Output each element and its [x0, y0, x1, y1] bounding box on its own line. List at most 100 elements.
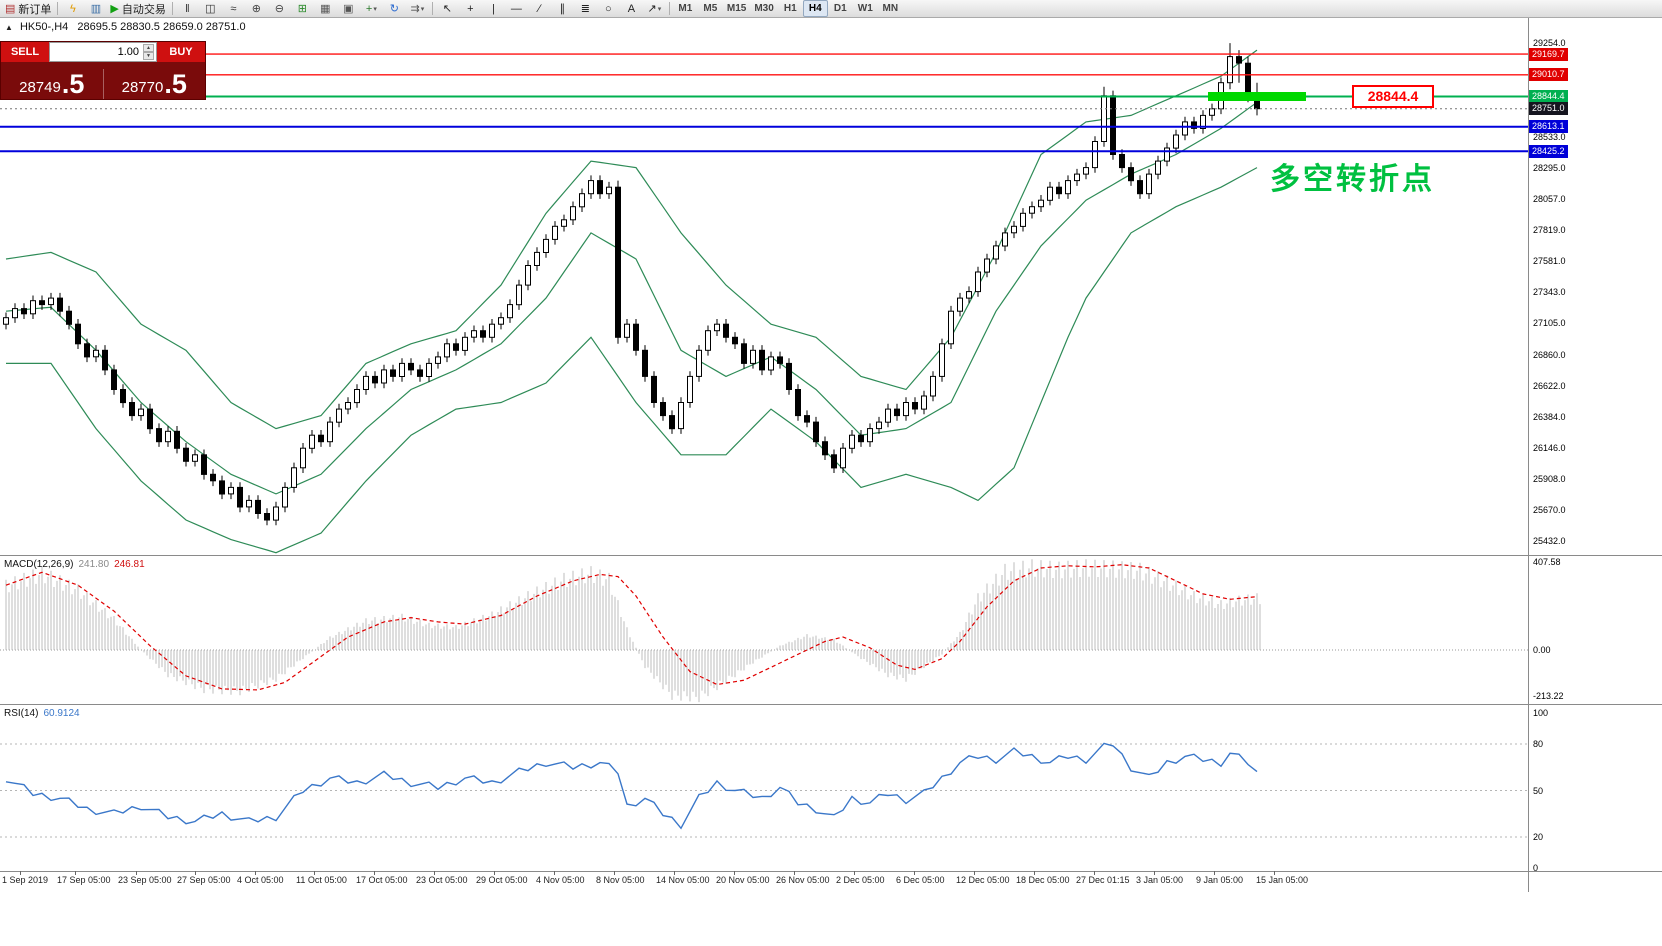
trendline-icon[interactable]: ∕: [528, 0, 551, 18]
timeframe-mn-button[interactable]: MN: [882, 3, 899, 14]
vertical-line-icon-glyph: |: [491, 2, 495, 15]
timeframe-m1-button[interactable]: M1: [678, 3, 693, 14]
line-chart-mode-icon[interactable]: ≈: [222, 0, 245, 18]
time-axis-tick: [1094, 871, 1095, 875]
rsi-axis-label: 100: [1533, 708, 1549, 718]
new-order-button[interactable]: ▤ 新订单: [2, 0, 54, 18]
chevron-down-icon[interactable]: ▾: [420, 5, 425, 13]
buy-price[interactable]: 28770.5: [104, 69, 206, 99]
rsi-value: 60.9124: [43, 708, 80, 719]
time-axis-label: 29 Oct 05:00: [476, 875, 528, 885]
price-axis-label: 25908.0: [1533, 474, 1566, 485]
time-axis-separator: [0, 871, 1662, 872]
price-axis-label: 25432.0: [1533, 536, 1566, 547]
zoom-in-icon[interactable]: ⊕: [245, 0, 268, 18]
chart-shift-button[interactable]: ⇉ ▾: [406, 0, 429, 18]
text-label-icon[interactable]: A: [620, 0, 643, 18]
candlestick-mode-icon[interactable]: ◫: [199, 0, 222, 18]
rsi-label: RSI(14) 60.9124: [4, 708, 80, 719]
volume-up-icon[interactable]: ▲: [143, 44, 154, 52]
horizontal-line-icon[interactable]: —: [505, 0, 528, 18]
auto-trading-glyph: ▶: [110, 2, 119, 15]
time-axis-tick: [136, 871, 137, 875]
new-chart-button[interactable]: + ▾: [360, 0, 383, 18]
timeframe-h1-button[interactable]: H1: [783, 3, 797, 14]
time-axis-label: 11 Oct 05:00: [296, 875, 347, 885]
toolbar-separator: [431, 2, 433, 15]
panel-separator[interactable]: [0, 704, 1662, 705]
price-axis-chip-green: 28844.4: [1529, 90, 1568, 104]
price-axis-label: 26860.0: [1533, 350, 1566, 361]
chevron-down-icon[interactable]: ▾: [373, 5, 377, 13]
crosshair-icon[interactable]: +: [459, 0, 482, 18]
timeframe-m5-button[interactable]: M5: [703, 3, 718, 14]
time-axis-tick: [1034, 871, 1035, 875]
cascade-windows-icon-glyph: ▦: [320, 2, 331, 15]
timeframe-m30-button[interactable]: M30: [754, 3, 774, 14]
bollinger-lower-line[interactable]: [6, 167, 1258, 554]
time-axis-label: 1 Sep 2019: [2, 875, 49, 885]
time-axis-tick: [914, 871, 915, 875]
depth-of-market-icon[interactable]: ▥: [84, 0, 107, 18]
price-scale-column[interactable]: [1528, 18, 1662, 892]
arrows-icon-glyph: ↗: [647, 2, 657, 15]
macd-main-value: 241.80: [78, 559, 110, 570]
time-axis-label: 17 Sep 05:00: [57, 875, 111, 885]
time-axis-label: 23 Sep 05:00: [118, 875, 172, 885]
fibonacci-icon[interactable]: ≣: [574, 0, 597, 18]
time-axis-label: 15 Jan 05:00: [1256, 875, 1309, 885]
cascade-windows-icon[interactable]: ▦: [314, 0, 337, 18]
volume-down-icon[interactable]: ▼: [143, 52, 154, 60]
time-axis-tick: [854, 871, 855, 875]
shapes-icon[interactable]: ○: [597, 0, 620, 18]
price-axis-chip-red: 29010.7: [1529, 68, 1568, 82]
panel-separator[interactable]: [0, 555, 1662, 556]
timeframe-h4-button[interactable]: H4: [802, 0, 828, 17]
time-axis-tick: [1214, 871, 1215, 875]
auto-trading-button[interactable]: ▶ 自动交易: [107, 0, 168, 18]
volume-stepper[interactable]: ▲ ▼: [143, 44, 154, 60]
highlight-zone[interactable]: [1208, 92, 1306, 101]
price-axis-label: 27581.0: [1533, 255, 1566, 266]
trade-panel-toggle-icon[interactable]: ▲: [5, 23, 13, 32]
macd-label: MACD(12,26,9) 241.80 246.81: [4, 559, 145, 570]
arrange-windows-icon[interactable]: ▣: [337, 0, 360, 18]
volume-input[interactable]: 1.00 ▲ ▼: [49, 42, 157, 62]
time-axis-tick: [494, 871, 495, 875]
ohlc-values: 28695.5 28830.5 28659.0 28751.0: [77, 21, 246, 33]
main-chart-svg[interactable]: [0, 18, 1528, 555]
channel-icon[interactable]: ∥: [551, 0, 574, 18]
price-axis-chip-blue: 28613.1: [1529, 120, 1568, 134]
timeframe-w1-button[interactable]: W1: [857, 3, 873, 14]
candles-layer: [3, 43, 1260, 526]
time-axis-tick: [314, 871, 315, 875]
price-axis-label: 26384.0: [1533, 412, 1566, 423]
quick-trading-icon[interactable]: ϟ: [61, 0, 84, 18]
refresh-icon[interactable]: ↻: [383, 0, 406, 18]
sell-button[interactable]: SELL: [1, 42, 49, 62]
price-callout[interactable]: 28844.4: [1352, 85, 1434, 108]
time-axis-label: 2 Dec 05:00: [836, 875, 885, 885]
cursor-icon[interactable]: ↖: [436, 0, 459, 18]
sell-price[interactable]: 28749.5: [1, 71, 103, 99]
arrows-icon[interactable]: ↗ ▾: [643, 0, 666, 18]
bar-chart-mode-icon-glyph: ‖: [185, 2, 190, 15]
rsi-indicator-svg[interactable]: [0, 705, 1528, 871]
chevron-down-icon[interactable]: ▾: [657, 5, 662, 13]
time-axis-label: 27 Sep 05:00: [177, 875, 231, 885]
arrange-windows-icon-glyph: ▣: [343, 2, 354, 15]
shapes-icon-glyph: ○: [605, 2, 612, 15]
macd-indicator-svg[interactable]: [0, 556, 1528, 704]
rsi-axis-label: 80: [1533, 739, 1544, 749]
price-axis-label: 28057.0: [1533, 193, 1566, 204]
timeframe-d1-button[interactable]: D1: [833, 3, 847, 14]
tile-windows-icon[interactable]: ⊞: [291, 0, 314, 18]
bar-chart-mode-icon[interactable]: ‖: [176, 0, 199, 18]
zoom-out-icon[interactable]: ⊖: [268, 0, 291, 18]
buy-button[interactable]: BUY: [157, 42, 205, 62]
vertical-line-icon[interactable]: |: [482, 0, 505, 18]
bollinger-upper-line[interactable]: [5, 49, 1258, 430]
timeframe-m15-button[interactable]: M15: [726, 3, 747, 14]
buy-price-frac: .5: [164, 69, 187, 99]
bollinger-middle-line[interactable]: [5, 101, 1258, 495]
